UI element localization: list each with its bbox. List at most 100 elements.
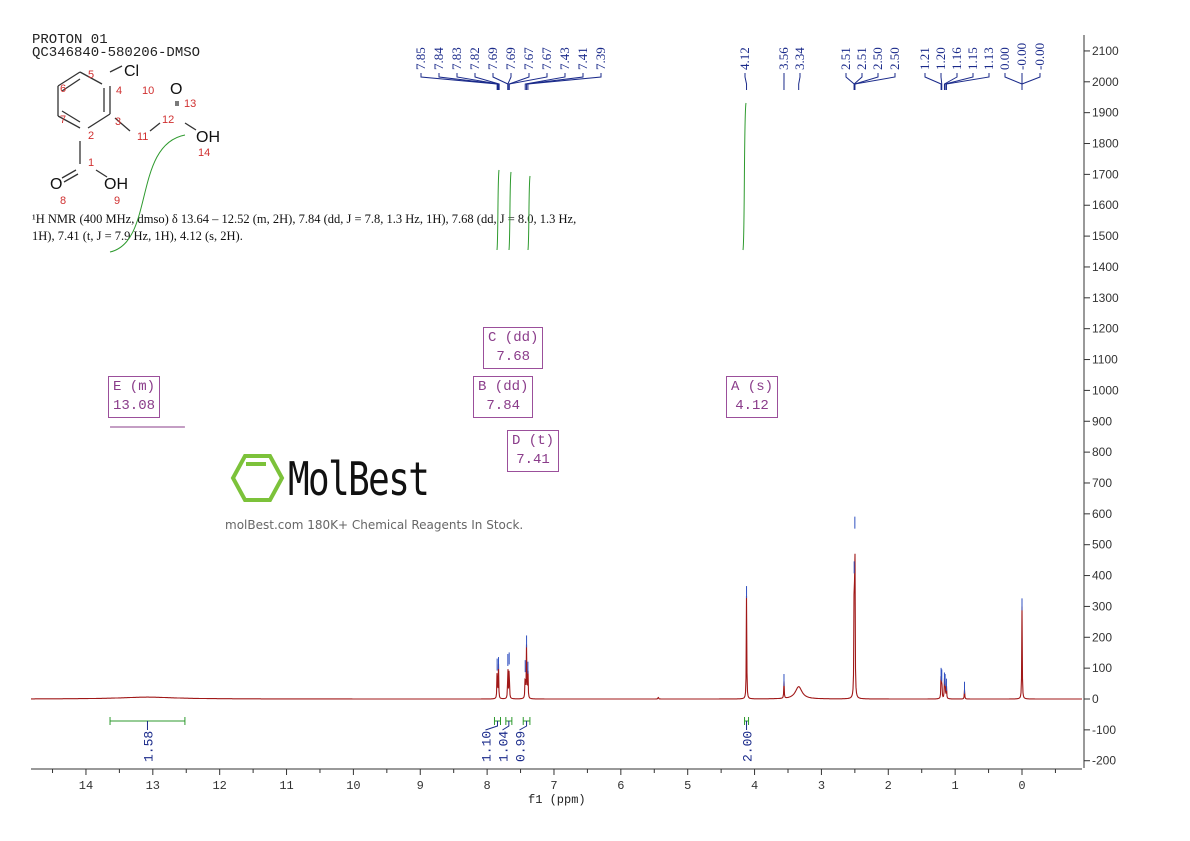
peak-label-connector xyxy=(853,73,863,90)
y-tick-label: 1500 xyxy=(1092,229,1119,243)
peak-label: 2.51 xyxy=(854,47,869,70)
atom-o8: O xyxy=(50,176,62,193)
multiplet-label: C (dd) xyxy=(488,330,539,346)
y-tick-label: 1300 xyxy=(1092,291,1119,305)
peak-label: 7.85 xyxy=(413,47,428,70)
peak-label: 1.16 xyxy=(949,47,964,70)
multiplet-b: B (dd) 7.84 xyxy=(473,376,534,418)
peak-label-connector xyxy=(474,73,500,90)
peak-label-connector xyxy=(438,73,499,90)
peak-label-connector xyxy=(456,73,499,90)
multiplet-value: 7.41 xyxy=(516,452,550,468)
multiplet-label: B (dd) xyxy=(478,379,529,395)
peak-label-connector xyxy=(1021,73,1041,90)
atom-number: 10 xyxy=(142,85,154,97)
y-tick-label: 400 xyxy=(1092,569,1112,583)
multiplet-value: 7.68 xyxy=(496,349,531,365)
y-tick-label: 100 xyxy=(1092,661,1112,675)
x-tick-label: 4 xyxy=(751,779,758,793)
peak-label: 7.69 xyxy=(485,47,500,70)
atom-cl: Cl xyxy=(124,63,139,80)
atom-oh9: OH xyxy=(104,176,128,193)
integral-curve xyxy=(527,175,531,251)
multiplet-label: D (t) xyxy=(512,433,555,449)
peak-label-connector xyxy=(944,73,974,90)
peak-label-connector xyxy=(945,73,990,90)
x-tick-label: 5 xyxy=(684,779,691,793)
peak-label-connector xyxy=(924,73,942,90)
peak-label: -0.00 xyxy=(1032,43,1047,70)
peak-label-connector xyxy=(744,73,748,90)
peak-label-connector xyxy=(798,73,801,90)
y-tick-label: 2100 xyxy=(1092,44,1119,58)
multiplet-value: 13.08 xyxy=(113,398,156,414)
peak-label: 7.41 xyxy=(575,47,590,70)
peak-label: 7.67 xyxy=(521,47,536,70)
peak-label: 7.69 xyxy=(503,47,518,70)
multiplet-label: A (s) xyxy=(731,379,774,395)
atom-number: 12 xyxy=(162,114,174,126)
peak-label: 2.51 xyxy=(838,47,853,70)
peak-label-connector xyxy=(854,73,896,90)
peak-label-connector xyxy=(507,73,512,90)
molbest-logo-icon xyxy=(230,454,285,502)
peak-label-connector xyxy=(526,73,584,90)
integral-value: 1.58 xyxy=(141,731,156,762)
y-tick-label: 600 xyxy=(1092,507,1112,521)
peak-label-connector xyxy=(420,73,498,90)
experiment-name: PROTON 01 xyxy=(32,32,108,48)
x-tick-label: 7 xyxy=(550,779,557,793)
atom-number: 1 xyxy=(88,157,94,169)
peak-label: 4.12 xyxy=(737,47,752,70)
integral-value: 2.00 xyxy=(741,731,756,762)
atom-number: 9 xyxy=(114,195,120,207)
integral-value: 1.04 xyxy=(496,731,511,762)
integral-tick xyxy=(519,721,528,731)
y-tick-label: 1800 xyxy=(1092,137,1119,151)
x-tick-label: 13 xyxy=(146,779,160,793)
peak-label: 7.39 xyxy=(593,47,608,70)
y-tick-label: 0 xyxy=(1092,692,1099,706)
atom-number: 2 xyxy=(88,130,94,142)
multiplet-label: E (m) xyxy=(113,379,156,395)
y-tick-label: 200 xyxy=(1092,630,1112,644)
peak-label-connector xyxy=(524,73,566,90)
spectrum-line xyxy=(31,553,1082,700)
x-tick-label: 3 xyxy=(818,779,825,793)
integral-curve xyxy=(109,134,186,253)
y-tick-label: -200 xyxy=(1092,754,1116,768)
atom-number: 4 xyxy=(116,85,122,97)
x-tick-label: 10 xyxy=(346,779,360,793)
peak-label: 0.00 xyxy=(997,47,1012,70)
y-tick-label: -100 xyxy=(1092,723,1116,737)
peak-label: 2.50 xyxy=(870,47,885,70)
atom-number: 6 xyxy=(60,83,66,95)
peak-label: 2.50 xyxy=(887,47,902,70)
peak-label-connector xyxy=(1004,73,1023,90)
y-tick-label: 1400 xyxy=(1092,260,1119,274)
sample-id: QC346840-580206-DMSO xyxy=(32,45,201,61)
multiplet-c: C (dd) 7.68 xyxy=(483,327,544,369)
peak-label: 7.82 xyxy=(467,47,482,70)
atom-o13: O xyxy=(170,81,182,98)
peak-label: 1.13 xyxy=(981,47,996,70)
peak-label: 3.56 xyxy=(776,47,791,70)
peak-label: 1.15 xyxy=(965,47,980,70)
peak-label: 3.34 xyxy=(792,47,807,70)
atom-number: 3 xyxy=(115,116,121,128)
peak-label: 7.84 xyxy=(431,47,446,70)
x-tick-label: 14 xyxy=(79,779,93,793)
x-tick-label: 6 xyxy=(617,779,624,793)
peak-label-connector xyxy=(940,73,943,90)
watermark-logo: MolBest xyxy=(288,452,430,506)
y-tick-label: 800 xyxy=(1092,445,1112,459)
y-tick-label: 900 xyxy=(1092,414,1112,428)
atom-number: 7 xyxy=(60,114,66,126)
integral-tick xyxy=(485,721,498,731)
integral-tick xyxy=(502,721,510,731)
peak-label-connector xyxy=(943,73,958,90)
atom-number: 5 xyxy=(88,69,94,81)
x-tick-label: 8 xyxy=(484,779,491,793)
